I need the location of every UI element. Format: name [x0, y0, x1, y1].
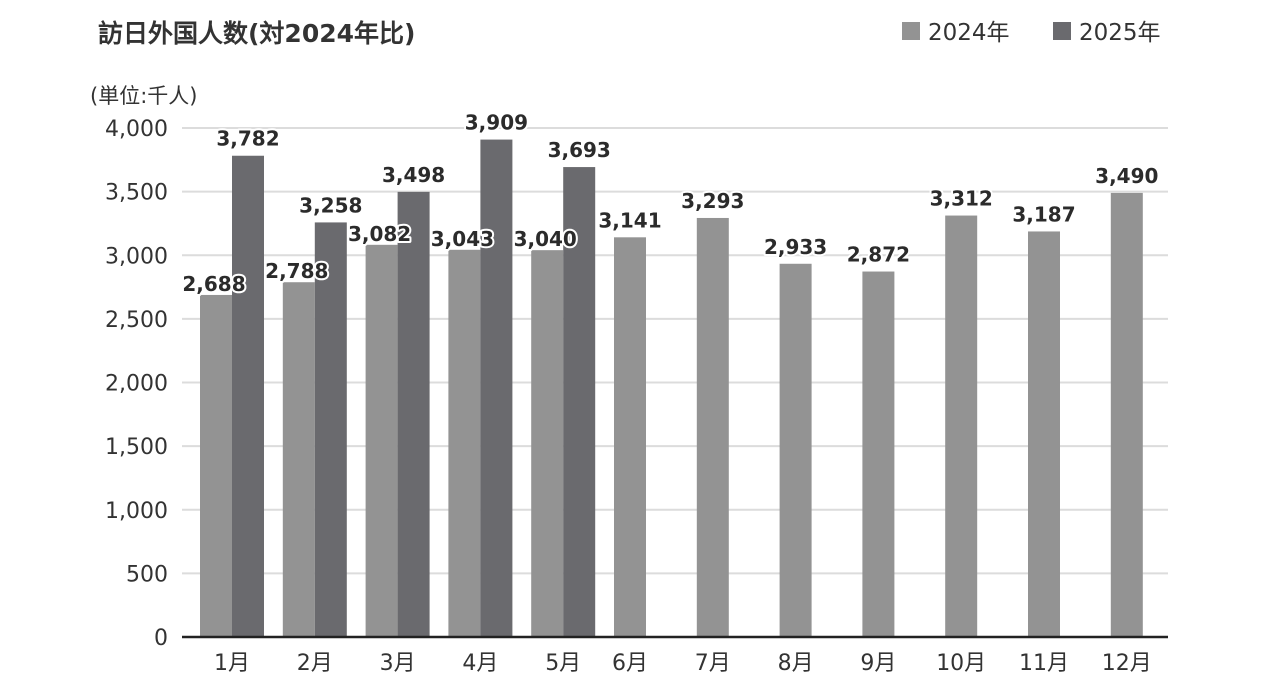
data-label-2024: 2,688 — [182, 272, 245, 296]
bar-2024 — [448, 249, 481, 637]
y-axis: 0 500 1,000 1,500 2,000 2,500 3,000 3,500 4,000 — [105, 117, 168, 651]
x-tick-label: 7月 — [695, 651, 731, 676]
legend-swatch — [902, 22, 920, 40]
data-label-2024: 3,141 — [598, 208, 661, 232]
data-labels: 2,688 3,782 2,788 3,258 3,082 3,498 3,043 3,909… — [180, 109, 1160, 298]
chart-title: 訪日外国人数(対2024年比) — [98, 19, 415, 48]
bar-2024 — [1110, 192, 1143, 637]
bar-2024 — [614, 237, 646, 638]
y-tick-label: 1,500 — [105, 435, 168, 460]
x-tick-label: 12月 — [1102, 651, 1152, 676]
data-label-2024: 2,933 — [764, 235, 827, 259]
bar-2024 — [945, 215, 978, 637]
data-label-2024: 3,082 — [348, 222, 411, 246]
legend: 2024年 2025年 — [902, 20, 1161, 46]
y-tick-label: 0 — [154, 626, 168, 651]
legend-label: 2025年 — [1079, 20, 1161, 46]
x-tick-label: 4月 — [462, 651, 498, 676]
bar-2024 — [365, 244, 398, 638]
data-label-2024: 2,872 — [847, 243, 910, 267]
x-tick-label: 6月 — [612, 651, 648, 676]
data-label-2024: 3,293 — [681, 189, 744, 213]
bars — [200, 139, 1143, 638]
legend-swatch — [1053, 22, 1071, 40]
bar-2024 — [779, 263, 812, 637]
bar-2024 — [862, 271, 895, 637]
bar-2024 — [1028, 231, 1060, 637]
data-label-2024: 2,788 — [265, 259, 328, 283]
x-tick-label: 11月 — [1019, 651, 1069, 676]
x-axis: 1月 2月 3月 4月 5月 6月 7月 8月 9月 10月 11月 12月 — [182, 635, 1168, 676]
data-label-2024: 3,312 — [930, 187, 993, 211]
data-label-2025: 3,693 — [548, 138, 611, 162]
legend-label: 2024年 — [928, 20, 1010, 46]
y-tick-label: 3,000 — [105, 244, 168, 269]
bar-2025 — [563, 167, 596, 638]
y-tick-label: 3,500 — [105, 181, 168, 206]
x-tick-label: 1月 — [214, 651, 250, 676]
bar-2024 — [696, 217, 729, 637]
x-tick-label: 2月 — [297, 651, 333, 676]
bar-2025 — [314, 222, 347, 637]
y-tick-label: 2,500 — [105, 308, 168, 333]
data-label-2025: 3,258 — [299, 193, 362, 217]
bar-2024 — [200, 294, 232, 637]
bar-2025 — [480, 139, 513, 637]
x-tick-label: 10月 — [936, 651, 986, 676]
data-label-2024: 3,040 — [514, 227, 577, 251]
data-label-2024: 3,187 — [1012, 202, 1075, 226]
x-tick-label: 9月 — [860, 651, 896, 676]
data-label-2024: 3,490 — [1095, 164, 1158, 188]
y-tick-label: 500 — [126, 562, 168, 587]
data-label-2025: 3,909 — [465, 111, 528, 135]
bar-2024 — [531, 250, 564, 637]
data-label-2025: 3,498 — [382, 163, 445, 187]
x-tick-label: 8月 — [778, 651, 814, 676]
bar-2025 — [397, 191, 430, 637]
y-tick-label: 2,000 — [105, 372, 168, 397]
unit-label: (単位:千人) — [90, 84, 197, 108]
data-label-2024: 3,043 — [431, 227, 494, 251]
bar-2025 — [232, 155, 264, 638]
bar-2024 — [282, 282, 315, 637]
data-label-2025: 3,782 — [216, 127, 279, 151]
x-tick-label: 5月 — [545, 651, 581, 676]
y-tick-label: 1,000 — [105, 499, 168, 524]
y-tick-label: 4,000 — [105, 117, 168, 142]
x-tick-label: 3月 — [380, 651, 416, 676]
